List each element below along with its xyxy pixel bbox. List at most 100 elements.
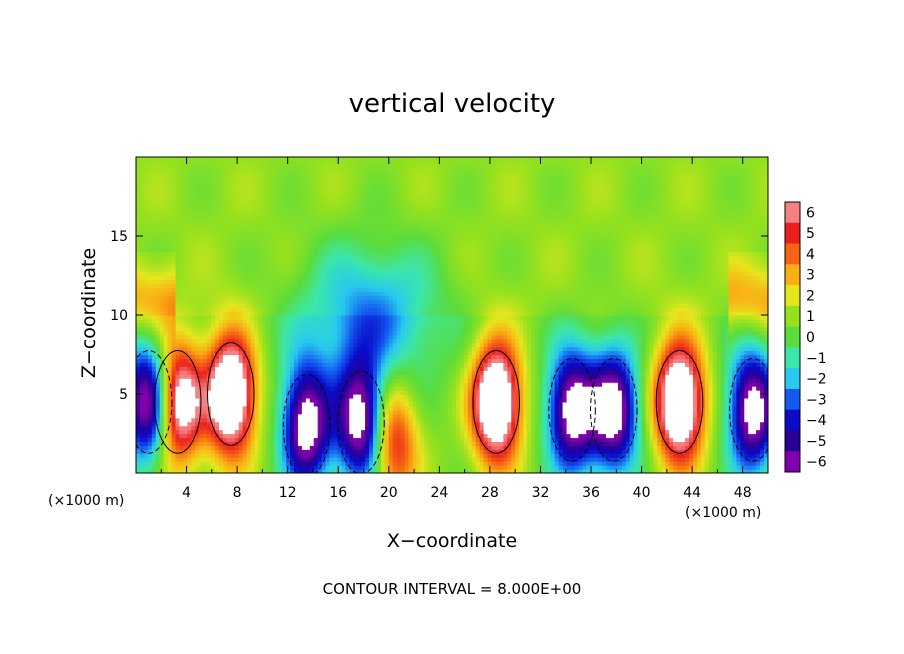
heatmap-cell [211, 315, 216, 320]
heatmap-cell [369, 457, 374, 462]
heatmap-cell [243, 204, 248, 209]
heatmap-cell [349, 394, 354, 399]
heatmap-cell [183, 461, 188, 466]
heatmap-cell [164, 287, 169, 292]
heatmap-cell [326, 311, 331, 316]
heatmap-cell [318, 339, 323, 344]
heatmap-cell [172, 414, 177, 419]
heatmap-cell [176, 378, 181, 383]
heatmap-cell [179, 465, 184, 470]
heatmap-cell [172, 197, 177, 202]
heatmap-cell [179, 323, 184, 328]
heatmap-cell [365, 406, 370, 411]
heatmap-cell [290, 200, 295, 205]
heatmap-cell [172, 283, 177, 288]
heatmap-cell [314, 394, 319, 399]
heatmap-cell [266, 208, 271, 213]
heatmap-cell [337, 173, 342, 178]
heatmap-cell [345, 299, 350, 304]
heatmap-cell [318, 220, 323, 225]
heatmap-cell [337, 224, 342, 229]
heatmap-cell [361, 430, 366, 435]
heatmap-cell [199, 347, 204, 352]
heatmap-cell [337, 331, 342, 336]
heatmap-cell [302, 295, 307, 300]
heatmap-cell [266, 204, 271, 209]
heatmap-cell [274, 390, 279, 395]
heatmap-cell [365, 279, 370, 284]
heatmap-cell [187, 236, 192, 241]
heatmap-cell [270, 414, 275, 419]
heatmap-cell [294, 216, 299, 221]
heatmap-cell [345, 441, 350, 446]
heatmap-cell [195, 335, 200, 340]
heatmap-cell [326, 208, 331, 213]
heatmap-cell [270, 366, 275, 371]
heatmap-cell [156, 197, 161, 202]
heatmap-cell [270, 181, 275, 186]
heatmap-cell [152, 358, 157, 363]
heatmap-cell [255, 390, 260, 395]
heatmap-cell [314, 323, 319, 328]
heatmap-cell [318, 232, 323, 237]
heatmap-cell [373, 181, 378, 186]
heatmap-cell [223, 465, 228, 470]
heatmap-cell [341, 370, 346, 375]
heatmap-cell [172, 185, 177, 190]
heatmap-cell [199, 283, 204, 288]
heatmap-cell [179, 335, 184, 340]
heatmap-cell [199, 398, 204, 403]
heatmap-cell [203, 327, 208, 332]
heatmap-cell [337, 445, 342, 450]
heatmap-cell [369, 272, 374, 277]
heatmap-cell [294, 240, 299, 245]
heatmap-cell [326, 240, 331, 245]
heatmap-cell [144, 398, 149, 403]
heatmap-cell [373, 398, 378, 403]
heatmap-cell [164, 307, 169, 312]
chart-title: vertical velocity [349, 89, 556, 119]
heatmap-cell [314, 386, 319, 391]
heatmap-cell [203, 291, 208, 296]
heatmap-cell [349, 165, 354, 170]
heatmap-cell [282, 260, 287, 265]
heatmap-cell [164, 260, 169, 265]
heatmap-cell [156, 465, 161, 470]
heatmap-cell [156, 441, 161, 446]
heatmap-cell [227, 279, 232, 284]
heatmap-cell [211, 406, 216, 411]
heatmap-cell [290, 303, 295, 308]
heatmap-cell [286, 358, 291, 363]
heatmap-cell [215, 244, 220, 249]
heatmap-cell [361, 311, 366, 316]
heatmap-cell [160, 165, 165, 170]
heatmap-cell [369, 264, 374, 269]
heatmap-cell [270, 185, 275, 190]
heatmap-cell [255, 331, 260, 336]
heatmap-cell [152, 303, 157, 308]
heatmap-cell [251, 157, 256, 162]
heatmap-cell [286, 295, 291, 300]
heatmap-cell [255, 189, 260, 194]
heatmap-cell [179, 177, 184, 182]
heatmap-cell [243, 189, 248, 194]
heatmap-cell [195, 355, 200, 360]
heatmap-cell [223, 422, 228, 427]
heatmap-cell [322, 358, 327, 363]
heatmap-cell [274, 299, 279, 304]
heatmap-cell [270, 161, 275, 166]
heatmap-cell [365, 228, 370, 233]
heatmap-cell [164, 394, 169, 399]
heatmap-cell [361, 181, 366, 186]
heatmap-cell [136, 287, 141, 292]
heatmap-cell [270, 197, 275, 202]
heatmap-cell [369, 311, 374, 316]
heatmap-cell [160, 422, 165, 427]
heatmap-cell [207, 311, 212, 316]
heatmap-cell [223, 157, 228, 162]
heatmap-cell [211, 307, 216, 312]
heatmap-cell [369, 370, 374, 375]
heatmap-cell [353, 268, 358, 273]
heatmap-cell [239, 390, 244, 395]
heatmap-cell [262, 197, 267, 202]
